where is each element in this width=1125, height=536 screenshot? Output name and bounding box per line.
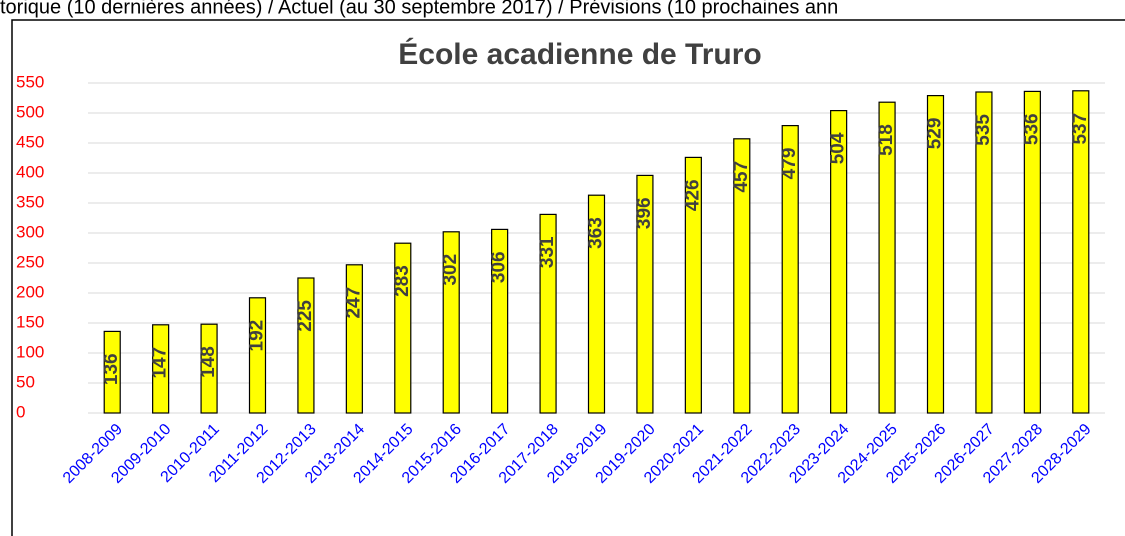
value-label: 426	[682, 179, 703, 211]
value-label: 535	[973, 114, 994, 146]
bar	[345, 264, 363, 414]
value-label: 147	[150, 347, 171, 379]
chart-title: École acadienne de Truro	[398, 37, 761, 71]
value-label: 283	[392, 265, 413, 297]
bar	[975, 91, 993, 414]
value-label: 306	[489, 251, 510, 283]
value-label: 192	[247, 320, 268, 352]
value-label: 247	[343, 287, 364, 319]
y-tick-label: 50	[16, 372, 35, 391]
bar	[1023, 90, 1041, 414]
bar	[1072, 90, 1090, 414]
value-label: 457	[731, 161, 752, 193]
y-tick-label: 450	[16, 132, 44, 151]
bar	[781, 124, 799, 414]
bar	[152, 324, 170, 414]
y-tick-label: 350	[16, 192, 44, 211]
bar	[830, 109, 848, 414]
y-tick-label: 100	[16, 342, 44, 361]
value-label: 136	[101, 353, 122, 385]
bar	[103, 330, 121, 414]
value-label: 396	[634, 197, 655, 229]
bar	[587, 194, 606, 414]
value-label: 529	[925, 118, 946, 150]
y-tick-label: 500	[16, 102, 44, 121]
value-label: 504	[828, 132, 849, 164]
value-label: 302	[440, 254, 461, 286]
header-text: torique (10 dernières années) / Actuel (…	[0, 0, 838, 18]
value-label: 225	[295, 300, 316, 332]
bar	[636, 174, 654, 414]
value-label: 536	[1021, 113, 1042, 145]
y-tick-label: 300	[16, 222, 44, 241]
bar	[394, 242, 412, 414]
value-label: 331	[537, 236, 558, 268]
value-label: 518	[876, 124, 897, 156]
value-label: 148	[198, 346, 219, 378]
y-tick-label: 250	[16, 252, 44, 271]
bar	[491, 228, 509, 414]
bar	[539, 213, 557, 414]
value-label: 479	[779, 148, 800, 180]
bar	[200, 323, 218, 414]
value-label: 537	[1070, 113, 1091, 145]
bar	[878, 101, 896, 414]
bar	[442, 231, 460, 414]
y-tick-label: 550	[16, 72, 44, 91]
y-tick-label: 150	[16, 312, 44, 331]
bar	[248, 297, 267, 414]
bar	[733, 138, 751, 414]
y-tick-label: 200	[16, 282, 44, 301]
value-label: 363	[586, 217, 607, 249]
bar	[297, 277, 315, 414]
bar	[684, 156, 702, 414]
y-tick-label: 400	[16, 162, 44, 181]
y-tick-label: 0	[16, 402, 25, 421]
bar	[926, 94, 945, 414]
